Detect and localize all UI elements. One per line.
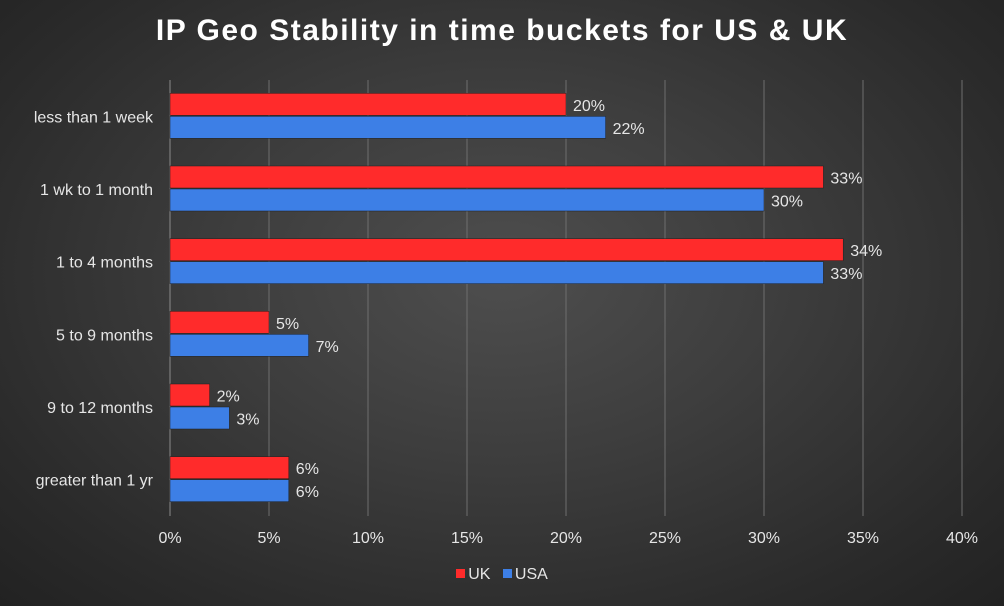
legend-swatch-uk [456, 569, 466, 578]
x-tick-label: 0% [158, 530, 181, 547]
bar-uk [169, 383, 210, 407]
legend-entry-uk: UK [456, 566, 490, 584]
category-label: 1 to 4 months [56, 255, 153, 272]
x-tick-label: 30% [748, 530, 780, 547]
x-tick-label: 40% [946, 530, 978, 547]
category-label: greater than 1 yr [36, 473, 154, 490]
bar-uk [169, 311, 270, 334]
x-tick-label: 5% [257, 530, 280, 547]
legend-label-uk: UK [468, 566, 491, 583]
legend-entry-usa: USA [502, 566, 548, 584]
data-label-uk: 20% [573, 98, 605, 115]
category-label: less than 1 week [34, 109, 154, 126]
bar-usa [169, 261, 824, 284]
bar-uk [169, 238, 844, 261]
legend-label-usa: USA [514, 566, 548, 583]
category-label: 1 wk to 1 month [40, 182, 153, 199]
legend: UK USA [0, 566, 1004, 584]
category-label: 5 to 9 months [56, 327, 153, 344]
data-label-usa: 30% [771, 194, 803, 211]
bar-uk [169, 165, 824, 189]
bar-usa [169, 116, 606, 139]
bar-usa [169, 406, 230, 430]
category-label: 9 to 12 months [47, 400, 153, 417]
data-label-uk: 34% [850, 243, 882, 260]
data-label-uk: 2% [217, 389, 240, 406]
bar-uk [169, 93, 567, 116]
bar-uk [169, 456, 290, 479]
data-label-uk: 5% [276, 316, 299, 333]
data-label-uk: 33% [830, 171, 862, 188]
data-label-usa: 7% [316, 339, 339, 356]
bar-usa [169, 188, 765, 212]
data-label-usa: 33% [830, 266, 862, 283]
x-tick-label: 25% [649, 530, 681, 547]
bar-usa [169, 334, 309, 357]
legend-swatch-usa [502, 569, 512, 578]
bar-usa [169, 479, 290, 502]
data-label-usa: 6% [296, 484, 319, 501]
chart-title: IP Geo Stability in time buckets for US … [155, 14, 849, 47]
x-tick-label: 15% [451, 530, 483, 547]
data-label-usa: 22% [613, 121, 645, 138]
data-label-usa: 3% [236, 412, 259, 429]
data-label-uk: 6% [296, 461, 319, 478]
x-tick-label: 20% [550, 530, 582, 547]
x-tick-label: 10% [352, 530, 384, 547]
x-tick-label: 35% [847, 530, 879, 547]
